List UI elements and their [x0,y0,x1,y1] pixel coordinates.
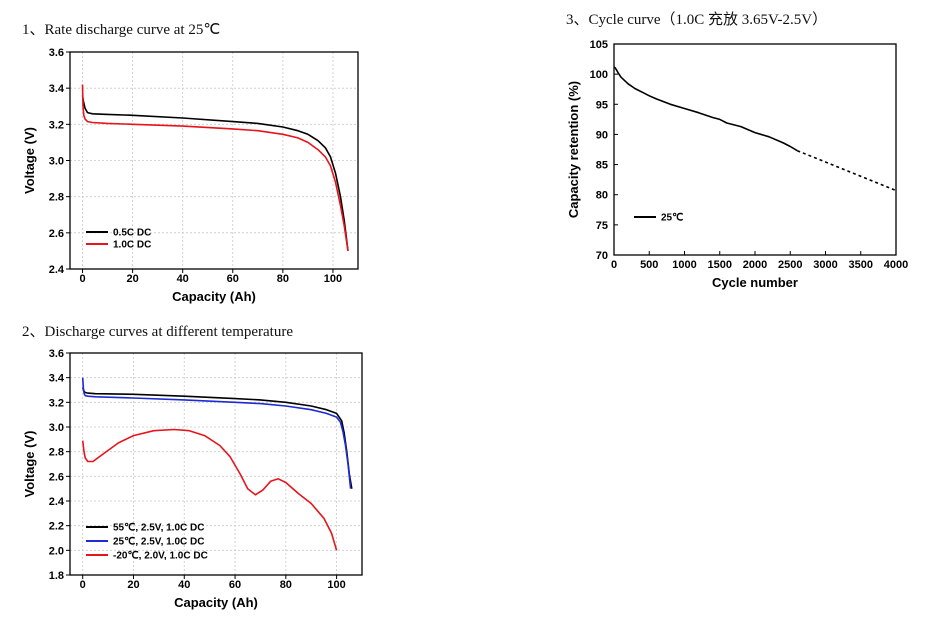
chart1-y-tick-label: 2.4 [49,264,65,276]
chart1-heading: 1、Rate discharge curve at 25℃ [22,22,221,38]
chart3-y-tick-label: 90 [596,129,608,141]
chart2-x-tick-label: 0 [80,579,86,591]
chart1-y-tick-label: 3.4 [49,83,65,95]
chart3-series-line-1 [613,66,798,152]
chart3-y-tick-label: 85 [596,160,608,172]
chart3-y-tick-label: 100 [590,69,608,81]
chart3-y-tick-label: 80 [596,190,608,202]
chart1-legend-label: 1.0C DC [113,240,151,251]
chart1-legend-label: 0.5C DC [113,228,151,239]
chart3-plot-frame [613,43,897,256]
chart1-x-tick-label: 40 [177,273,189,285]
chart1-x-tick-label: 0 [79,273,85,285]
chart3-heading: 3、Cycle curve（1.0C 充放 3.65V-2.5V） [566,12,828,28]
chart2-x-tick-label: 40 [178,579,190,591]
chart1-x-axis-label: Capacity (Ah) [172,289,256,304]
chart2-y-tick-label: 2.8 [49,447,64,459]
chart2-series-line-2 [81,377,352,489]
chart2-legend-label: -20℃, 2.0V, 1.0C DC [113,551,208,562]
chart2-y-tick-label: 3.2 [49,397,64,409]
chart1-y-tick-label: 3.2 [49,119,64,131]
chart2-y-tick-label: 3.6 [49,348,64,360]
chart3-x-tick-label: 3000 [813,259,837,271]
chart3-x-axis-label: Cycle number [712,275,798,290]
chart3-x-tick-label: 0 [611,259,617,271]
chart1-x-tick-label: 60 [227,273,239,285]
chart2-legend-label: 55℃, 2.5V, 1.0C DC [113,523,204,534]
chart2-y-tick-label: 2.6 [49,471,64,483]
chart1-y-tick-label: 2.8 [49,192,64,204]
chart3-y-tick-label: 95 [596,99,608,111]
chart1-series-line-1 [81,95,349,251]
chart2-y-tick-label: 2.4 [49,496,65,508]
chart2-x-tick-label: 60 [229,579,241,591]
chart2-series-line-1 [81,387,353,489]
chart1-y-axis-label: Voltage (V) [22,127,37,194]
chart3-legend-label: 25℃ [661,213,683,224]
chart2-y-axis-label: Voltage (V) [22,431,37,498]
chart1-x-tick-label: 100 [324,273,342,285]
chart1-x-tick-label: 20 [126,273,138,285]
chart1-x-tick-label: 80 [277,273,289,285]
chart3-x-tick-label: 1000 [672,259,696,271]
chart3-x-tick-label: 4000 [884,259,908,271]
chart1-y-tick-label: 2.6 [49,228,64,240]
chart3-y-tick-label: 70 [596,250,608,262]
chart1-y-tick-label: 3.6 [49,47,64,59]
chart3-x-tick-label: 1500 [708,259,732,271]
chart3-x-tick-label: 2000 [743,259,767,271]
chart2-series-line-3 [81,428,338,551]
chart3-x-tick-label: 2500 [778,259,802,271]
chart3-y-tick-label: 105 [590,39,608,51]
chart2-y-tick-label: 3.0 [49,422,64,434]
chart2-heading: 2、Discharge curves at different temperat… [22,324,293,340]
chart1-y-tick-label: 3.0 [49,156,64,168]
chart3-x-tick-label: 500 [640,259,658,271]
chart1-series-line-2 [81,84,349,252]
chart3-y-tick-label: 75 [596,220,608,232]
chart2-y-tick-label: 1.8 [49,570,64,582]
chart3-y-axis-label: Capacity retention (%) [566,81,581,218]
chart2-x-tick-label: 20 [127,579,139,591]
chart2-y-tick-label: 2.2 [49,521,64,533]
chart2-x-tick-label: 80 [280,579,292,591]
chart2-y-tick-label: 2.0 [49,545,64,557]
chart2-x-tick-label: 100 [327,579,345,591]
chart2-legend-label: 25℃, 2.5V, 1.0C DC [113,537,204,548]
chart2-plot-frame [69,352,363,576]
chart3-x-tick-label: 3500 [849,259,873,271]
chart3-series-line-2 [797,149,897,192]
chart2-y-tick-label: 3.4 [49,373,65,385]
chart2-x-axis-label: Capacity (Ah) [174,595,258,610]
